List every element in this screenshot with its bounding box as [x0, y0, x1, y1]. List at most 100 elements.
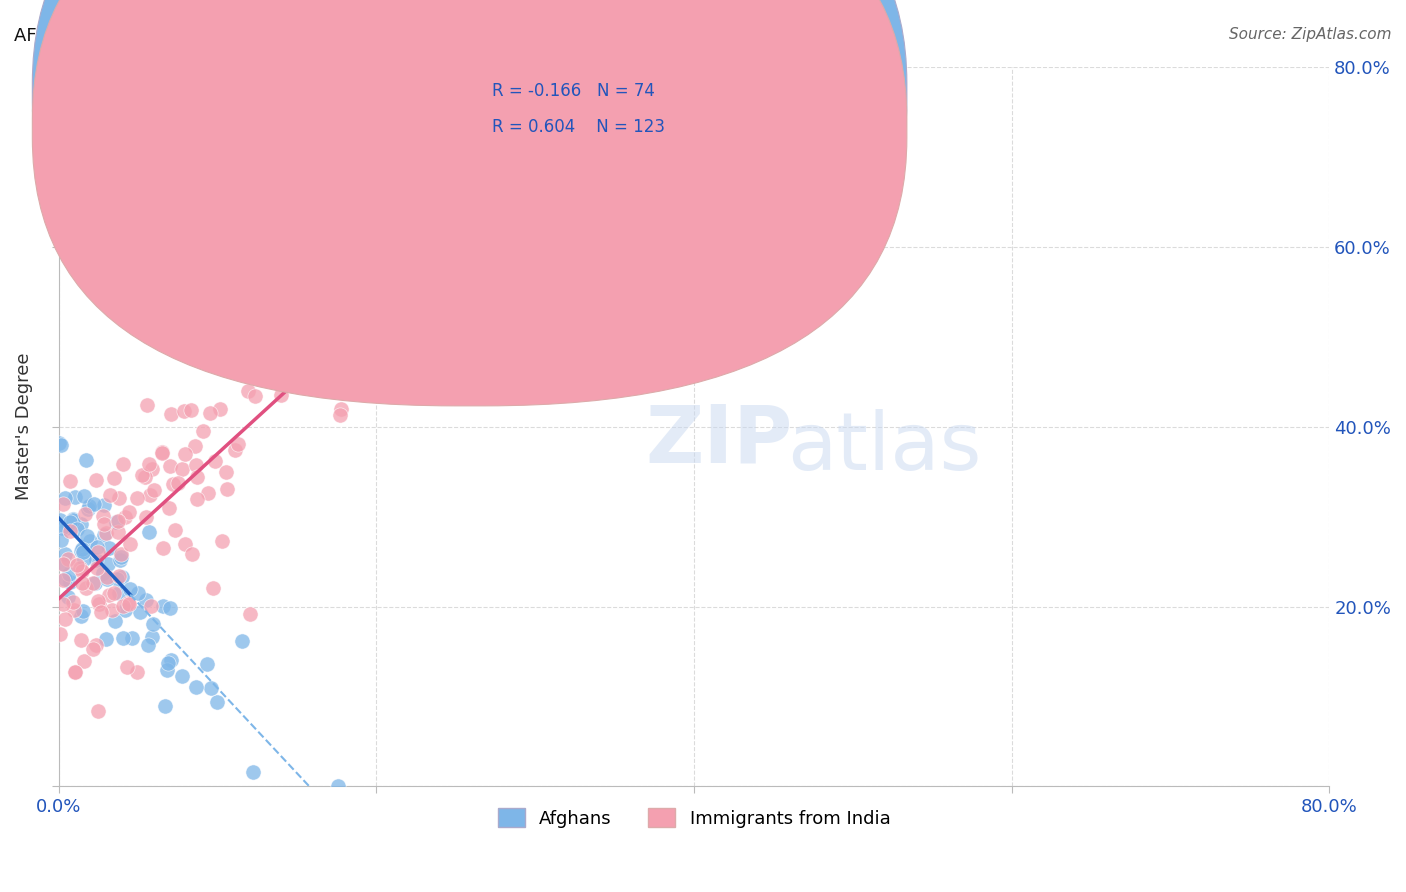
Point [87, 597, 110, 611]
Point [415, 220, 437, 235]
Point [52, 497, 75, 511]
Point [256, 371, 278, 385]
Point [139, 488, 162, 502]
Point [118, 582, 141, 596]
Point [152, 599, 174, 614]
Text: ZIP: ZIP [645, 402, 793, 480]
Point [63, 665, 86, 679]
Point [114, 509, 136, 524]
Point [270, 388, 292, 402]
Point [127, 586, 149, 600]
Point [157, 656, 180, 670]
Point [55, 521, 77, 535]
Point [239, 369, 262, 384]
Point [181, 548, 204, 562]
Point [280, 378, 302, 392]
Point [231, 633, 253, 648]
Point [87, 593, 110, 607]
Point [96, 570, 118, 584]
Point [115, 659, 138, 673]
Point [52, 574, 75, 588]
Point [75, 507, 97, 521]
Point [75, 581, 97, 595]
Point [53, 547, 76, 561]
Point [142, 616, 165, 631]
Point [141, 630, 163, 644]
Point [70, 632, 93, 647]
Point [52, 597, 75, 611]
Point [83, 497, 105, 511]
Point [69, 609, 91, 624]
Point [162, 476, 184, 491]
Point [69, 561, 91, 575]
Point [207, 695, 229, 709]
Point [62, 513, 84, 527]
Point [93, 498, 115, 512]
Point [98, 588, 121, 602]
Point [131, 468, 153, 483]
Point [163, 523, 186, 537]
Point [66, 558, 89, 572]
Point [73, 552, 96, 566]
Point [138, 524, 160, 539]
Point [111, 599, 134, 613]
Point [105, 572, 128, 586]
Text: R = -0.166   N = 74: R = -0.166 N = 74 [492, 82, 655, 100]
Point [84, 552, 107, 566]
Point [153, 698, 176, 713]
Point [193, 425, 215, 439]
Point [360, 355, 382, 369]
Point [159, 600, 181, 615]
Point [107, 514, 129, 528]
Point [63, 603, 86, 617]
Point [129, 605, 152, 619]
Legend: Afghans, Immigrants from India: Afghans, Immigrants from India [491, 801, 897, 835]
Point [72, 545, 94, 559]
Point [76, 528, 98, 542]
Point [326, 780, 349, 794]
Point [135, 509, 157, 524]
Point [315, 381, 337, 395]
Point [211, 534, 233, 549]
Point [70, 544, 93, 558]
Point [75, 452, 97, 467]
Point [139, 599, 162, 614]
Point [56, 552, 79, 566]
Point [141, 461, 163, 475]
Point [51, 533, 73, 547]
Point [186, 470, 208, 484]
Point [337, 334, 360, 348]
Point [121, 631, 143, 645]
Point [86, 704, 108, 718]
Point [184, 458, 207, 472]
Point [280, 322, 302, 336]
Point [94, 632, 117, 647]
Point [70, 542, 93, 557]
Point [152, 541, 174, 555]
Point [197, 486, 219, 500]
Point [108, 491, 131, 505]
Point [59, 524, 82, 538]
Point [103, 471, 125, 485]
Point [208, 401, 231, 416]
Point [97, 558, 120, 572]
Point [136, 639, 159, 653]
Point [125, 491, 148, 505]
Point [254, 334, 277, 348]
Point [329, 401, 352, 416]
Point [94, 526, 117, 541]
Point [63, 490, 86, 504]
Point [239, 607, 262, 621]
Point [238, 384, 260, 399]
Point [58, 590, 80, 604]
Point [235, 319, 257, 334]
Point [79, 534, 101, 549]
Point [101, 603, 124, 617]
Point [173, 404, 195, 418]
Point [166, 475, 188, 490]
Point [90, 605, 112, 619]
Point [51, 438, 73, 452]
Point [59, 474, 82, 488]
Point [72, 604, 94, 618]
Point [242, 764, 264, 779]
